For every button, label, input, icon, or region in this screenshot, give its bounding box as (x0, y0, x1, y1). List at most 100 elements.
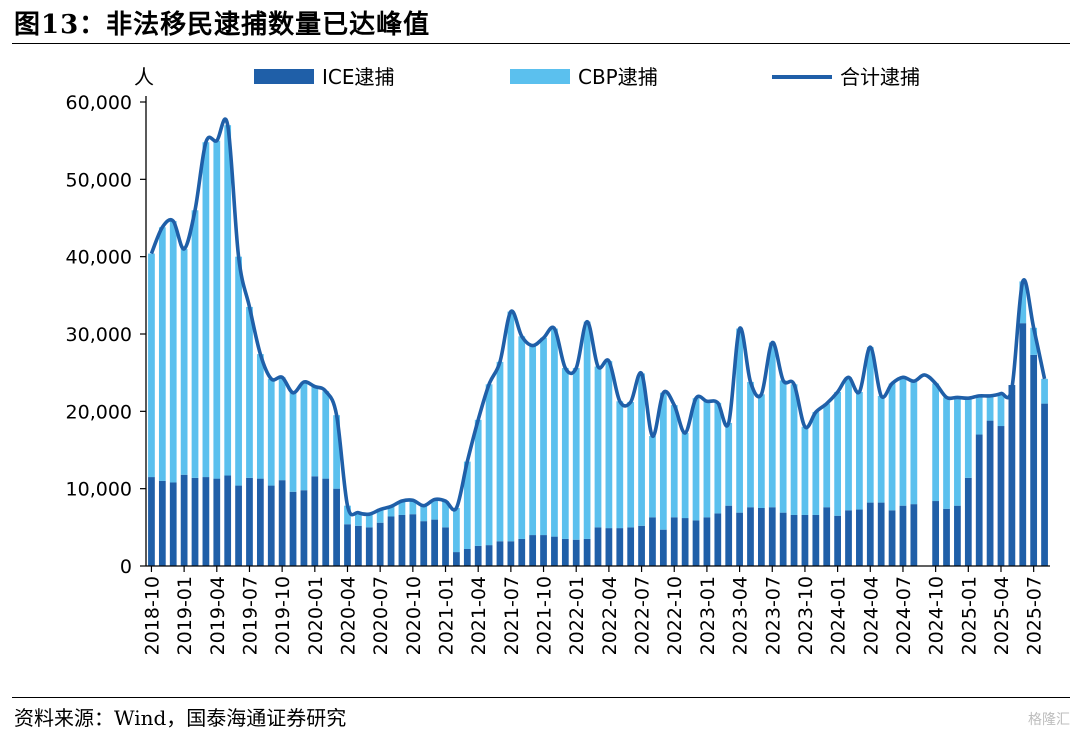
cbp-bar (1030, 327, 1038, 355)
y-tick-label: 30,000 (66, 324, 132, 346)
cbp-bar (191, 210, 199, 478)
ice-bar (278, 480, 286, 566)
ice-bar (1019, 323, 1027, 566)
cbp-bar (169, 221, 177, 483)
ice-bar (300, 490, 308, 566)
cbp-bar (333, 415, 340, 489)
ice-bar (649, 517, 656, 566)
ice-bar (420, 521, 428, 566)
cbp-bar (474, 419, 482, 546)
cbp-bar (365, 514, 373, 528)
cbp-bar (235, 256, 242, 486)
total-line (149, 117, 1047, 517)
cbp-bar (703, 401, 711, 518)
source-rule (12, 697, 1070, 698)
cbp-bar (616, 401, 624, 529)
ice-bar (627, 527, 635, 566)
ice-bar (856, 509, 863, 566)
ice-bar (387, 516, 395, 566)
ice-bar (932, 501, 940, 566)
ice-bar (616, 528, 624, 566)
ice-bar (267, 485, 275, 566)
ice-bar (355, 525, 362, 566)
cbp-bar (649, 436, 656, 518)
x-tick-label: 2021-04 (468, 576, 490, 655)
cbp-bar (779, 380, 787, 513)
cbp-bar (453, 508, 460, 553)
figure-title: 图13：非法移民逮捕数量已达峰值 (14, 10, 431, 40)
ice-bar (954, 505, 961, 566)
ice-bar (518, 538, 526, 566)
cbp-bar (496, 361, 504, 542)
cbp-bar (866, 347, 874, 503)
cbp-bar (551, 328, 558, 537)
cbp-bar (289, 392, 297, 492)
ice-bar (659, 529, 667, 566)
source-note: 资料来源：Wind，国泰海通证券研究 (14, 706, 347, 730)
ice-bar (213, 478, 221, 566)
cbp-bar (823, 403, 831, 508)
ice-bar (910, 504, 918, 566)
ice-bar (768, 507, 776, 566)
ice-bar (692, 520, 700, 566)
ice-bar (202, 477, 210, 566)
cbp-bar (387, 506, 395, 517)
cbp-bar (1019, 281, 1027, 324)
ice-bar (453, 552, 460, 566)
x-tick-label: 2023-04 (730, 576, 752, 655)
x-tick-label: 2024-10 (926, 576, 948, 655)
ice-bar (322, 478, 330, 566)
x-tick-label: 2019-07 (239, 576, 261, 655)
ice-bar (333, 488, 340, 566)
cbp-bar (213, 140, 221, 479)
cbp-bar (899, 377, 907, 506)
ice-bar (877, 502, 885, 566)
ice-bar (529, 535, 537, 566)
ice-bar (431, 519, 439, 566)
cbp-bar (398, 501, 406, 515)
ice-bar (703, 517, 711, 566)
cbp-bar (888, 383, 896, 511)
cbp-bar (681, 432, 689, 519)
cbp-bar (954, 397, 961, 506)
cbp-bar (856, 392, 863, 510)
y-tick-label: 60,000 (66, 92, 132, 114)
x-tick-label: 2021-01 (436, 576, 458, 655)
cbp-bar (540, 337, 547, 536)
x-tick-label: 2020-01 (305, 576, 327, 655)
ice-bar (725, 505, 733, 566)
ice-bar (594, 527, 602, 566)
cbp-bar (747, 381, 754, 508)
ice-bar (747, 507, 754, 566)
cbp-bar (278, 377, 286, 481)
cbp-bar (736, 328, 743, 513)
y-tick-label: 20,000 (66, 401, 132, 423)
cbp-bar (529, 345, 537, 536)
cbp-bar (714, 402, 722, 514)
cbp-bar (322, 391, 330, 479)
cbp-bar (594, 366, 602, 528)
cbp-bar (943, 397, 950, 509)
cbp-bar (1041, 378, 1048, 404)
ice-bar (344, 524, 351, 566)
cbp-bar (158, 227, 166, 481)
x-tick-label: 2020-10 (403, 576, 425, 655)
cbp-bar (507, 311, 515, 542)
ice-bar (1008, 385, 1016, 566)
cbp-bar (561, 368, 569, 539)
watermark: 格隆汇 (1028, 712, 1070, 728)
x-tick-label: 2022-01 (566, 576, 588, 655)
cbp-bar (202, 142, 210, 478)
cbp-bar (355, 512, 362, 526)
legend-label-total: 合计逮捕 (840, 65, 920, 89)
ice-bar (540, 535, 547, 566)
cbp-bar (409, 500, 417, 515)
ice-bar (158, 480, 166, 566)
cbp-bar (932, 383, 940, 502)
cbp-bar (670, 405, 678, 518)
cbp-bar (300, 381, 308, 491)
cbp-bar (605, 361, 613, 529)
x-tick-label: 2021-10 (534, 576, 556, 655)
cbp-bar (768, 342, 776, 508)
ice-bar (442, 527, 449, 566)
